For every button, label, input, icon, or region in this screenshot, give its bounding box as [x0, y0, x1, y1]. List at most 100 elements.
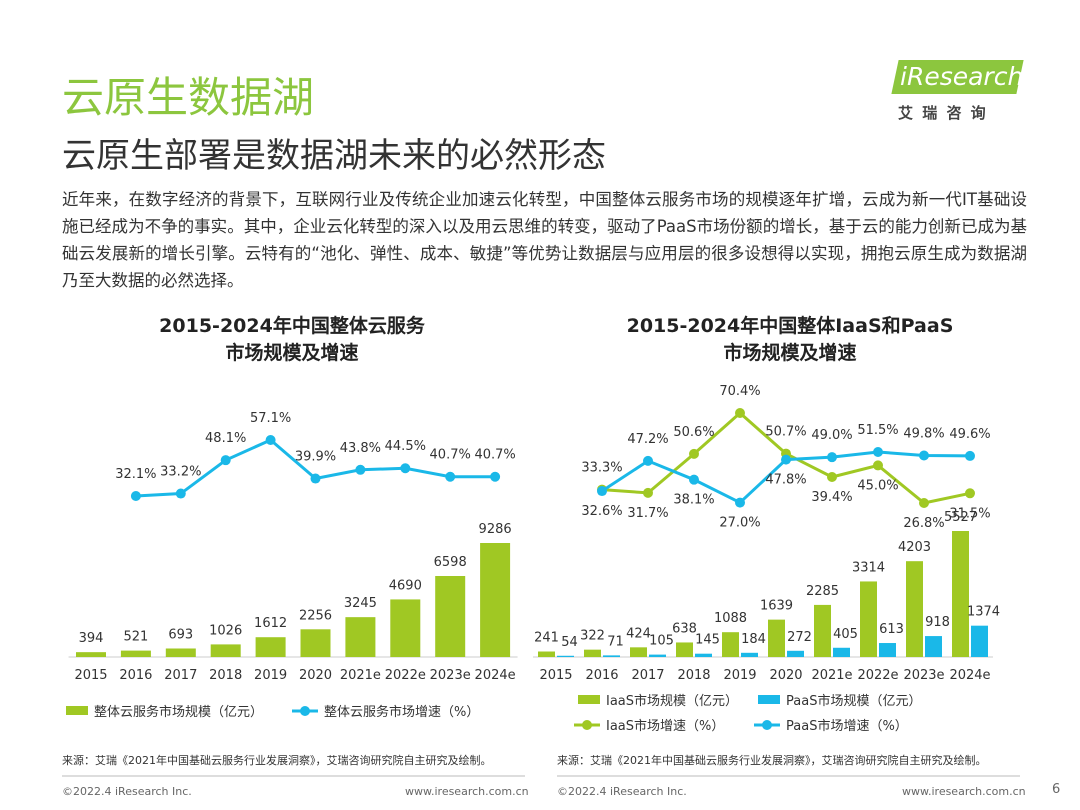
bar-label: 424: [626, 626, 651, 641]
x-tick-label: 2023e: [430, 668, 471, 683]
x-tick-label: 2018: [209, 668, 242, 683]
bar: [695, 653, 712, 657]
bar: [768, 619, 785, 657]
x-tick-label: 2019: [254, 668, 287, 683]
line-label: 49.8%: [903, 427, 944, 442]
x-tick-label: 2020: [299, 668, 332, 683]
x-tick-label: 2015: [539, 668, 572, 683]
line-label: 40.7%: [474, 448, 515, 463]
bar-label: 1374: [967, 605, 1000, 620]
bar-label: 184: [741, 632, 766, 647]
x-tick-label: 2023e: [903, 668, 944, 683]
chart-title: 2015-2024年中国整体云服务 市场规模及增速: [159, 315, 425, 364]
line-marker: [310, 473, 321, 484]
line-label: 26.8%: [903, 516, 944, 531]
line-label: 45.0%: [857, 478, 898, 493]
line-marker: [689, 474, 699, 485]
bar: [676, 642, 693, 657]
x-tick-label: 2024e: [949, 668, 990, 683]
line-marker: [689, 448, 699, 459]
copyright: ©2022.4 iResearch Inc.: [62, 785, 192, 798]
slide-title: 云原生数据湖: [62, 73, 315, 122]
bar: [860, 581, 877, 657]
bar: [722, 632, 739, 657]
bar: [649, 654, 666, 657]
x-tick-label: 2015: [74, 668, 107, 683]
page-number: 6: [1052, 782, 1061, 797]
x-tick-label: 2016: [585, 668, 618, 683]
bar: [76, 652, 106, 657]
bar-label: 405: [833, 627, 858, 642]
bar: [603, 655, 620, 657]
line-label: 39.4%: [811, 490, 852, 505]
bar-label: 54: [561, 635, 578, 650]
bar-label: 9286: [479, 522, 512, 537]
line-marker: [965, 450, 975, 461]
line-label: 38.1%: [673, 493, 714, 508]
bar-label: 4690: [389, 578, 422, 593]
source: 来源：艾瑞《2021年中国基础云服务行业发展洞察》，艾瑞咨询研究院自主研究及绘制…: [62, 754, 492, 767]
line-label: 51.5%: [857, 423, 898, 438]
logo: iResearch: [900, 62, 1024, 91]
bar: [787, 650, 804, 657]
x-tick-label: 2019: [723, 668, 756, 683]
x-tick-label: 2020: [769, 668, 802, 683]
bar-label: 241: [534, 631, 559, 646]
line-label: 49.6%: [949, 427, 990, 442]
legend-label: IaaS市场增速（%）: [606, 718, 724, 734]
bar-label: 3314: [852, 560, 885, 575]
legend-swatch: [582, 720, 592, 730]
legend-swatch: [578, 695, 600, 704]
bar-label: 1612: [254, 616, 287, 631]
bar: [971, 625, 988, 657]
bar-label: 638: [672, 621, 697, 636]
bar-label: 145: [695, 633, 720, 648]
line-marker: [130, 491, 141, 501]
x-tick-label: 2016: [119, 668, 152, 683]
x-tick-label: 2021e: [811, 668, 852, 683]
bar: [833, 647, 850, 657]
bar-label: 6598: [434, 555, 467, 570]
line-marker: [873, 460, 883, 471]
line-marker: [220, 455, 231, 466]
line-label: 31.5%: [949, 506, 990, 521]
bar-label: 613: [879, 622, 904, 637]
bar-label: 1026: [209, 623, 242, 638]
bar-label: 272: [787, 630, 812, 645]
line-label: 39.9%: [295, 450, 336, 465]
line-marker: [735, 408, 745, 418]
legend-swatch: [66, 706, 88, 715]
bar-label: 71: [607, 634, 624, 649]
x-tick-label: 2022e: [385, 668, 426, 683]
line-label: 49.0%: [811, 428, 852, 443]
legend-label: 整体云服务市场规模（亿元）: [94, 704, 263, 720]
url: www.iresearch.com.cn: [405, 785, 529, 798]
bar-label: 693: [168, 627, 193, 642]
bar-label: 5527: [944, 510, 977, 525]
bar: [165, 648, 196, 657]
x-tick-label: 2024e: [475, 668, 516, 683]
bar: [906, 561, 923, 657]
line-label: 31.7%: [627, 506, 668, 521]
line-marker: [827, 452, 837, 463]
bar-label: 918: [925, 615, 950, 630]
legend-swatch: [762, 720, 772, 730]
bar: [952, 531, 969, 657]
line-label: 50.6%: [673, 425, 714, 440]
bar-label: 322: [580, 629, 605, 644]
bar-label: 105: [649, 634, 674, 649]
bar: [814, 604, 831, 657]
source: 来源：艾瑞《2021年中国基础云服务行业发展洞察》，艾瑞咨询研究院自主研究及绘制…: [557, 754, 987, 767]
bar: [480, 543, 511, 657]
line-marker: [265, 435, 276, 445]
line-label: 32.1%: [115, 467, 156, 482]
line-marker: [445, 471, 456, 482]
line-marker: [355, 464, 366, 475]
legend-label: PaaS市场规模（亿元）: [786, 693, 921, 709]
line-marker: [643, 455, 653, 466]
legend-swatch: [300, 706, 310, 716]
bar: [925, 636, 942, 657]
line-label: 50.7%: [765, 425, 806, 440]
